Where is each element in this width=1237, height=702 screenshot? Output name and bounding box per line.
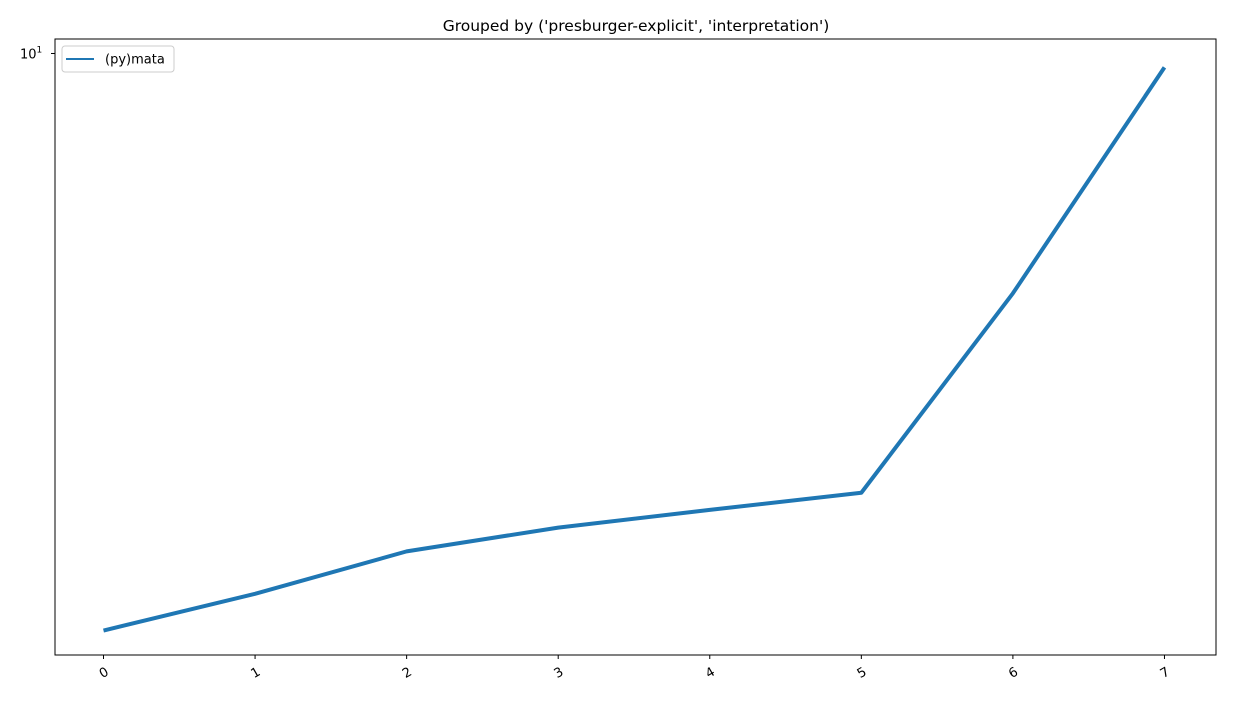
legend: (py)mata [61, 45, 175, 73]
legend-box [61, 45, 175, 73]
plot-frame [54, 38, 1217, 656]
plot-area [54, 38, 1217, 656]
series-layer [103, 66, 1167, 633]
series-line [103, 66, 1167, 633]
chart-title: Grouped by ('presburger-explicit', 'inte… [443, 17, 830, 35]
legend-label: (py)mata [105, 53, 165, 68]
